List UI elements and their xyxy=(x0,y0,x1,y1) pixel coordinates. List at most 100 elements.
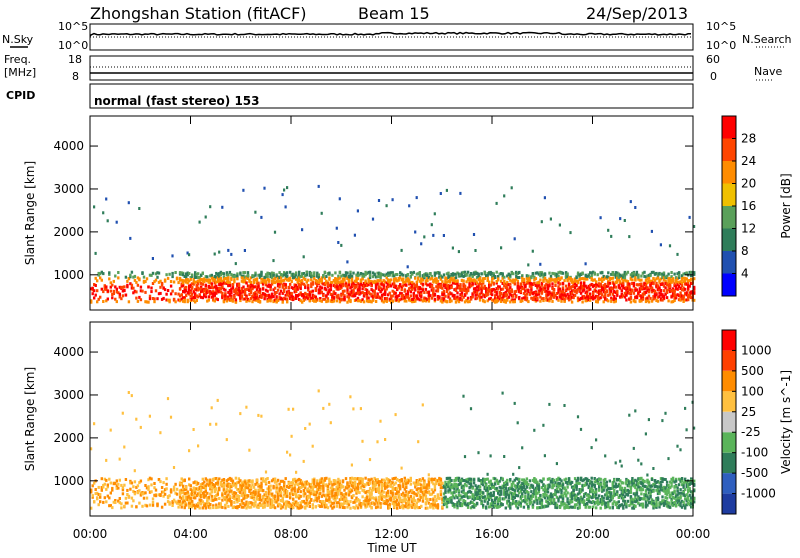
power-cell xyxy=(600,216,602,219)
velocity-cell xyxy=(277,479,279,482)
velocity-cell xyxy=(129,488,131,491)
velocity-cell xyxy=(370,506,372,509)
velocity-cell xyxy=(190,497,192,500)
velocity-cell xyxy=(282,506,284,509)
velocity-cell xyxy=(217,481,219,484)
velocity-cell xyxy=(339,480,341,483)
power-cell xyxy=(196,299,198,302)
velocity-cell xyxy=(260,415,262,418)
velocity-cell xyxy=(318,389,320,392)
power-cell xyxy=(496,293,498,296)
velocity-cell xyxy=(122,492,124,495)
power-cell xyxy=(117,276,119,279)
power-cell xyxy=(233,278,235,281)
power-cell xyxy=(170,292,172,295)
power-cell xyxy=(230,278,232,281)
velocity-cell xyxy=(205,487,207,490)
velocity-cell xyxy=(312,506,314,509)
power-cell xyxy=(159,292,161,295)
velocity-cell xyxy=(122,412,124,415)
power-cell xyxy=(494,276,496,279)
y-tick-label: 1000 xyxy=(53,268,84,282)
power-cell xyxy=(562,283,564,286)
power-cell xyxy=(337,241,339,244)
velocity-cell xyxy=(150,490,152,493)
power-cell xyxy=(250,281,252,284)
power-cell xyxy=(227,249,229,252)
power-cell xyxy=(333,300,335,303)
velocity-cell xyxy=(342,480,344,483)
power-cell xyxy=(527,289,529,292)
velocity-cell xyxy=(209,506,211,509)
power-cell xyxy=(165,293,167,296)
power-cell xyxy=(408,278,410,281)
power-cell xyxy=(488,281,490,284)
power-cell xyxy=(304,286,306,289)
power-cell xyxy=(404,288,406,291)
power-cell xyxy=(307,284,309,287)
power-cell xyxy=(119,293,121,296)
velocity-cell xyxy=(229,495,231,498)
power-cell xyxy=(171,272,173,275)
velocity-cell xyxy=(164,503,166,506)
velocity-cell xyxy=(357,506,359,509)
power-cell xyxy=(113,290,115,293)
velocity-cell xyxy=(171,504,173,507)
velocity-cell xyxy=(349,507,351,510)
power-cell xyxy=(244,271,246,274)
power-cell xyxy=(354,234,356,237)
power-cell xyxy=(600,296,602,299)
power-cell xyxy=(125,276,127,279)
power-cell xyxy=(117,271,119,274)
velocity-cell xyxy=(275,484,277,487)
velocity-cell xyxy=(349,395,351,398)
power-cell xyxy=(230,253,232,256)
power-cell xyxy=(640,279,642,282)
power-cell xyxy=(102,300,104,303)
velocity-cell xyxy=(221,506,223,509)
power-cell xyxy=(441,287,443,290)
power-cell xyxy=(607,271,609,274)
power-cell xyxy=(185,286,187,289)
freq-tick-top: 18 xyxy=(68,53,82,66)
power-cell xyxy=(334,271,336,274)
power-cell xyxy=(128,300,130,303)
power-cell xyxy=(423,235,425,238)
power-cell xyxy=(128,201,130,204)
velocity-cell xyxy=(292,506,294,509)
velocity-cell xyxy=(110,482,112,485)
power-cell xyxy=(462,279,464,282)
power-cell xyxy=(461,291,463,294)
y-tick-label: 3000 xyxy=(53,182,84,196)
power-cell xyxy=(295,271,297,274)
power-cell xyxy=(309,293,311,296)
power-cell xyxy=(551,282,553,285)
power-cell xyxy=(642,298,644,301)
power-cell xyxy=(171,275,173,278)
power-cell xyxy=(164,288,166,291)
velocity-cell xyxy=(266,504,268,507)
power-cell xyxy=(607,229,609,232)
power-cell xyxy=(375,300,377,303)
velocity-cell xyxy=(239,491,241,494)
colorbar-tick-label: 24 xyxy=(741,154,756,168)
power-cell xyxy=(575,291,577,294)
velocity-cell xyxy=(235,477,237,480)
velocity-cell xyxy=(253,486,255,489)
power-cell xyxy=(224,289,226,292)
velocity-cell xyxy=(123,446,125,449)
power-cell xyxy=(610,290,612,293)
power-cell xyxy=(544,196,546,199)
power-cell xyxy=(150,287,152,290)
power-cell xyxy=(346,272,348,275)
power-cell xyxy=(179,288,181,291)
velocity-cell xyxy=(322,487,324,490)
power-cell xyxy=(205,284,207,287)
power-cell xyxy=(137,284,139,287)
power-cell xyxy=(542,280,544,283)
velocity-cell xyxy=(114,501,116,504)
power-cell xyxy=(517,282,519,285)
